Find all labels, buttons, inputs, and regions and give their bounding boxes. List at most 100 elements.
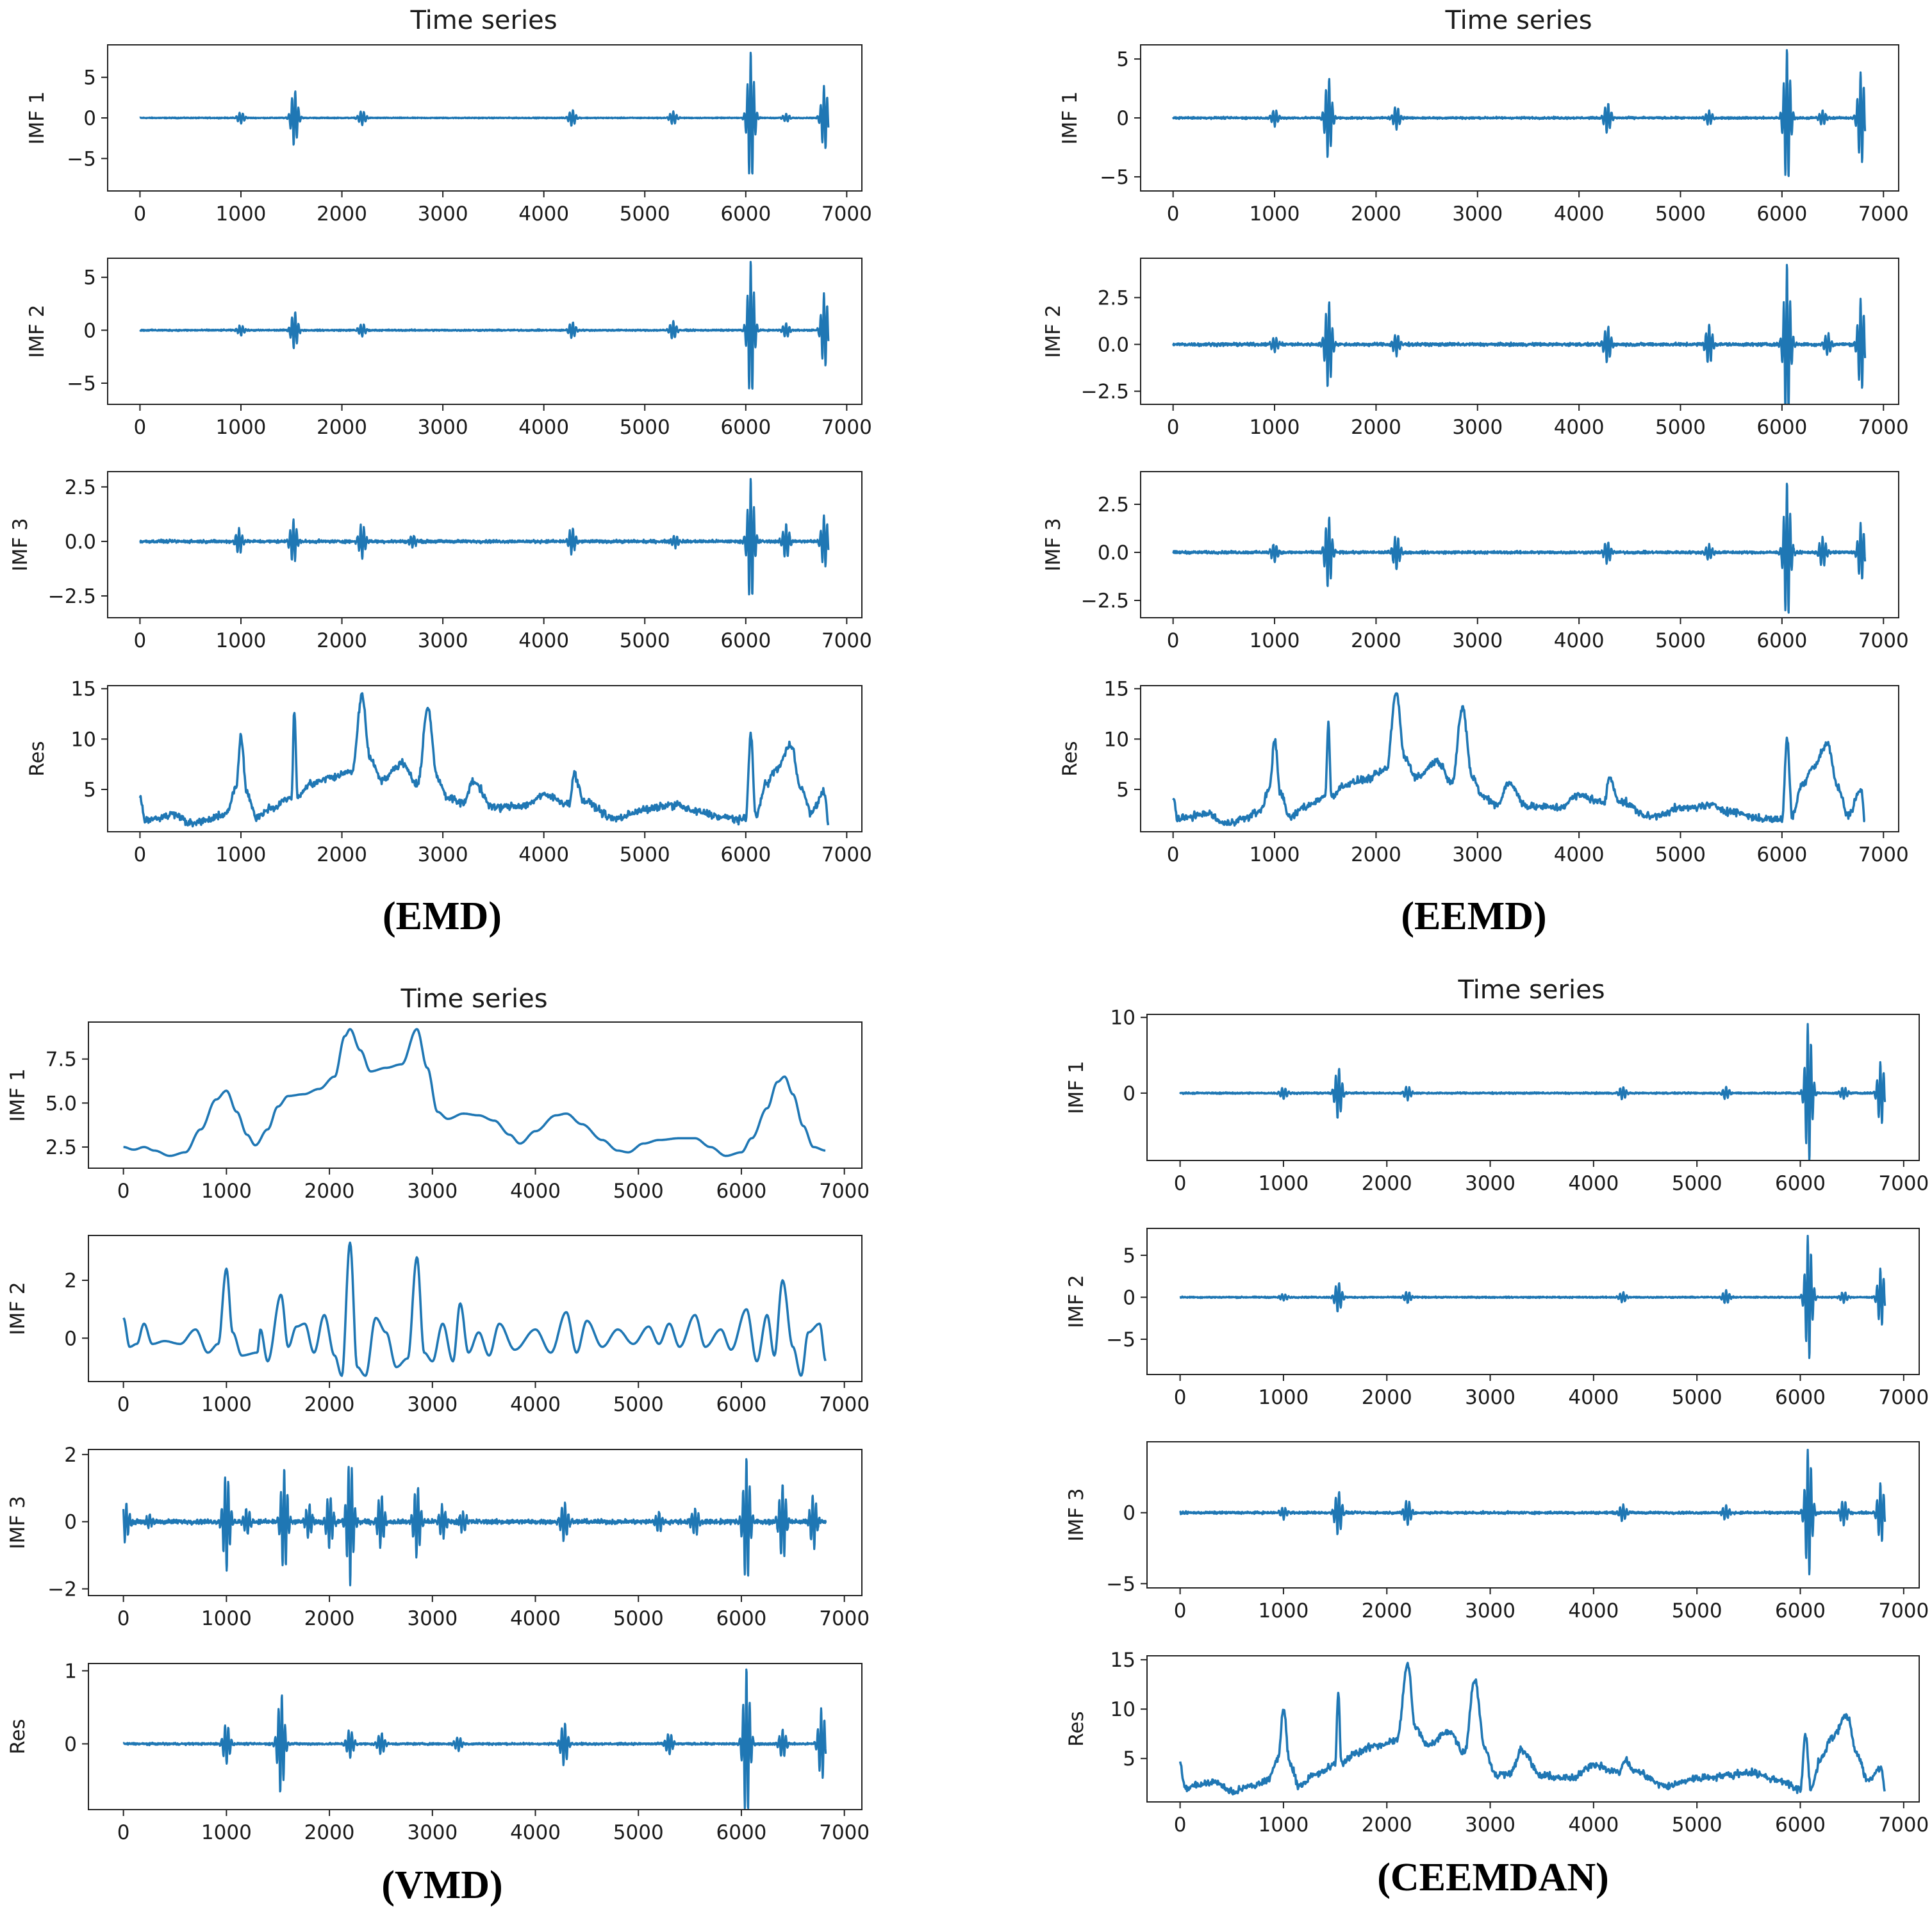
y-tick-label: 2.5 xyxy=(45,1136,77,1159)
x-tick-label: 4000 xyxy=(1554,629,1605,652)
series-line xyxy=(122,1668,827,1810)
x-tick-label: 3000 xyxy=(1452,843,1503,866)
x-tick-label: 4000 xyxy=(518,629,569,652)
y-tick-label: 5 xyxy=(1116,48,1129,71)
x-tick-label: 1000 xyxy=(1258,1599,1309,1622)
x-tick-label: 3000 xyxy=(1465,1172,1515,1195)
y-tick-label: 5 xyxy=(1116,779,1129,802)
y-axis-label: Res xyxy=(1065,1711,1088,1746)
x-tick-label: 6000 xyxy=(1775,1599,1826,1622)
y-axis-label: IMF 1 xyxy=(6,1068,29,1121)
x-tick-label: 6000 xyxy=(1756,629,1807,652)
series-line xyxy=(139,261,830,390)
y-axis-label: IMF 2 xyxy=(26,304,49,358)
axes-frame xyxy=(88,1235,863,1382)
axes-frame xyxy=(1140,258,1899,405)
subplot-imf-3: 0 1000 2000 3000 4000 5000 6000 7000 −5 0 IMF 3 xyxy=(1065,1441,1929,1622)
x-tick-label: 1000 xyxy=(1258,1386,1309,1409)
series-line xyxy=(123,1028,826,1157)
x-tick-label: 5000 xyxy=(613,1821,664,1844)
subplot-res: 0 1000 2000 3000 4000 5000 6000 7000 5 10 15 Res xyxy=(26,678,872,866)
x-tick-label: 2000 xyxy=(304,1607,355,1630)
panel-caption: (EMD) xyxy=(383,895,502,938)
axes-frame xyxy=(107,258,863,405)
x-tick-label: 0 xyxy=(1174,1386,1187,1409)
x-tick-label: 3000 xyxy=(418,202,468,226)
x-tick-label: 7000 xyxy=(1858,843,1909,866)
y-tick-label: 5 xyxy=(83,779,96,802)
subplot-imf-1: 0 1000 2000 3000 4000 5000 6000 7000 2.5 5.0 7.5 IM… xyxy=(6,1021,870,1203)
x-tick-label: 1000 xyxy=(216,416,267,439)
x-tick-label: 1000 xyxy=(201,1607,252,1630)
x-tick-label: 2000 xyxy=(304,1180,355,1203)
y-tick-label: −5 xyxy=(1106,1573,1135,1596)
x-tick-label: 5000 xyxy=(620,416,670,439)
x-tick-label: 7000 xyxy=(819,1821,870,1844)
y-axis-label: IMF 1 xyxy=(1059,91,1082,144)
x-tick-label: 5000 xyxy=(1655,202,1706,226)
x-tick-label: 5000 xyxy=(1672,1813,1722,1837)
series-line xyxy=(1172,49,1867,178)
y-axis-label: IMF 3 xyxy=(1042,518,1065,571)
x-tick-label: 2000 xyxy=(1362,1172,1412,1195)
x-tick-label: 3000 xyxy=(407,1821,458,1844)
x-tick-label: 2000 xyxy=(317,629,367,652)
x-tick-label: 6000 xyxy=(720,629,771,652)
x-tick-label: 1000 xyxy=(201,1821,252,1844)
x-tick-label: 7000 xyxy=(822,202,872,226)
x-tick-label: 0 xyxy=(134,416,147,439)
series-line xyxy=(139,51,830,175)
x-tick-label: 7000 xyxy=(1878,1599,1929,1622)
x-tick-label: 5000 xyxy=(620,843,670,866)
x-tick-label: 1000 xyxy=(1250,416,1300,439)
x-tick-label: 1000 xyxy=(201,1180,252,1203)
x-tick-label: 1000 xyxy=(216,202,267,226)
y-tick-label: −2.5 xyxy=(1081,590,1129,613)
y-tick-label: 2.5 xyxy=(1098,286,1129,310)
x-tick-label: 0 xyxy=(134,202,147,226)
x-tick-label: 1000 xyxy=(216,843,267,866)
x-tick-label: 7000 xyxy=(1858,202,1909,226)
y-tick-label: 0 xyxy=(64,1327,77,1350)
x-tick-label: 0 xyxy=(134,843,147,866)
y-tick-label: 7.5 xyxy=(45,1048,77,1071)
y-tick-label: 2 xyxy=(64,1444,77,1467)
x-tick-label: 4000 xyxy=(518,843,569,866)
panel-caption: (EEMD) xyxy=(1401,895,1546,938)
x-tick-label: 5000 xyxy=(613,1180,664,1203)
panel-ceemdan: Time series(CEEMDAN)0 1000 2000 3000 4000 500… xyxy=(1065,975,1929,1899)
x-tick-label: 4000 xyxy=(1554,843,1605,866)
x-tick-label: 6000 xyxy=(1775,1172,1826,1195)
x-tick-label: 7000 xyxy=(1858,629,1909,652)
x-tick-label: 7000 xyxy=(822,629,872,652)
x-tick-label: 1000 xyxy=(1250,843,1300,866)
axes-frame xyxy=(88,1021,863,1169)
x-tick-label: 4000 xyxy=(510,1180,561,1203)
x-tick-label: 7000 xyxy=(822,416,872,439)
x-tick-label: 6000 xyxy=(720,202,771,226)
x-tick-label: 1000 xyxy=(1258,1813,1309,1837)
y-tick-label: 10 xyxy=(71,728,96,751)
x-tick-label: 0 xyxy=(1167,416,1180,439)
x-tick-label: 2000 xyxy=(1351,202,1401,226)
y-tick-label: 0 xyxy=(64,1511,77,1534)
y-tick-label: −2.5 xyxy=(1081,381,1129,404)
subplot-imf-2: 0 1000 2000 3000 4000 5000 6000 7000 −2.5 0.0 2.5 I… xyxy=(1042,258,1909,439)
subplot-imf-2: 0 1000 2000 3000 4000 5000 6000 7000 0 2 IMF 2 xyxy=(6,1235,870,1416)
series-line xyxy=(122,1241,827,1377)
y-axis-label: Res xyxy=(26,741,49,776)
y-axis-label: IMF 3 xyxy=(1065,1488,1088,1541)
x-tick-label: 3000 xyxy=(407,1393,458,1416)
chart-title: Time series xyxy=(1444,6,1592,35)
y-tick-label: 0 xyxy=(1123,1082,1135,1105)
y-tick-label: 2.5 xyxy=(65,476,96,499)
y-tick-label: 1 xyxy=(64,1660,77,1683)
y-tick-label: 5 xyxy=(83,267,96,290)
x-tick-label: 4000 xyxy=(1568,1386,1619,1409)
y-tick-label: 5 xyxy=(83,67,96,90)
x-tick-label: 2000 xyxy=(304,1393,355,1416)
y-tick-label: 15 xyxy=(1110,1649,1135,1672)
y-tick-label: 0 xyxy=(1116,107,1129,130)
x-tick-label: 7000 xyxy=(1858,416,1909,439)
